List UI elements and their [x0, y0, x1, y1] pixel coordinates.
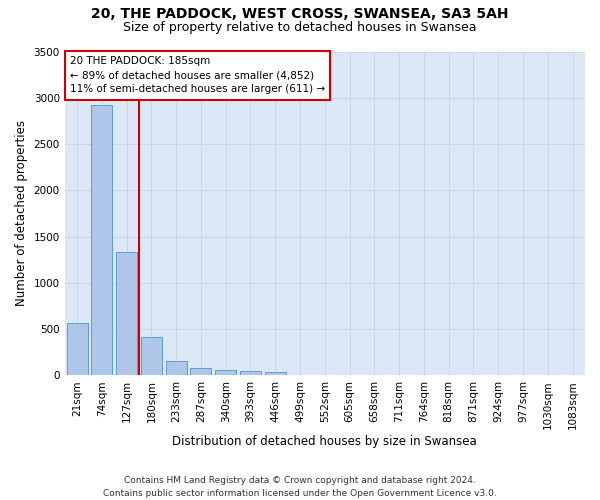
Text: Size of property relative to detached houses in Swansea: Size of property relative to detached ho…: [123, 21, 477, 34]
Bar: [215, 370, 236, 376]
Bar: [166, 361, 187, 376]
Text: 20 THE PADDOCK: 185sqm
← 89% of detached houses are smaller (4,852)
11% of semi-: 20 THE PADDOCK: 185sqm ← 89% of detached…: [70, 56, 325, 94]
Bar: [141, 337, 162, 376]
Bar: [116, 252, 137, 376]
Bar: [91, 105, 112, 376]
Text: Contains HM Land Registry data © Crown copyright and database right 2024.
Contai: Contains HM Land Registry data © Crown c…: [103, 476, 497, 498]
Bar: [240, 372, 261, 376]
X-axis label: Distribution of detached houses by size in Swansea: Distribution of detached houses by size …: [172, 434, 477, 448]
Bar: [265, 372, 286, 376]
Y-axis label: Number of detached properties: Number of detached properties: [15, 120, 28, 306]
Text: 20, THE PADDOCK, WEST CROSS, SWANSEA, SA3 5AH: 20, THE PADDOCK, WEST CROSS, SWANSEA, SA…: [91, 8, 509, 22]
Bar: [190, 368, 211, 376]
Bar: [67, 322, 88, 376]
